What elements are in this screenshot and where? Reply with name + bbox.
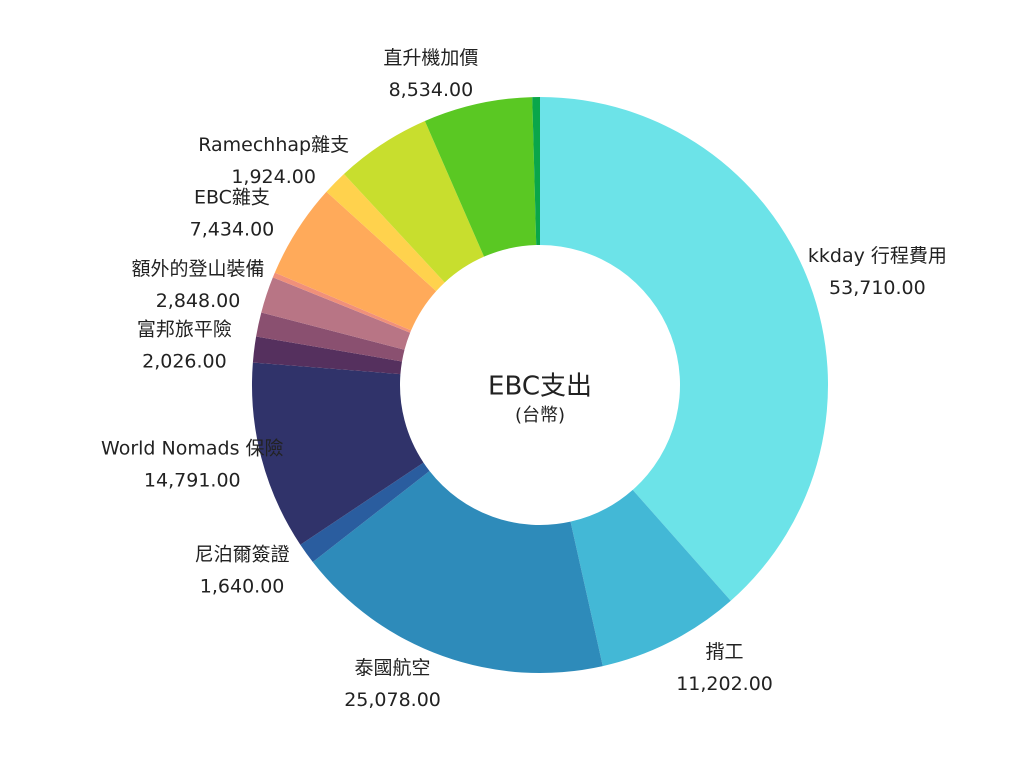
donut-slice — [343, 121, 485, 283]
slice-value-label: 1,924.00 — [231, 166, 316, 188]
slice-value-label: 1,640.00 — [200, 576, 285, 598]
donut-slice — [326, 174, 445, 292]
donut-slice — [540, 97, 829, 601]
slice-label: 額外的登山裝備 — [132, 258, 265, 280]
slice-value-label: 11,202.00 — [676, 673, 773, 695]
slice-label: kkday 行程費用 — [808, 245, 947, 267]
slice-label: 尼泊爾簽證 — [195, 544, 290, 566]
slice-value-label: 2,026.00 — [142, 350, 227, 372]
slice-value-label: 53,710.00 — [829, 277, 926, 299]
slice-label: World Nomads 保險 — [101, 438, 283, 460]
donut-slice — [274, 191, 437, 331]
slice-label: EBC雜支 — [194, 186, 270, 208]
slice-value-label: 8,534.00 — [389, 79, 474, 101]
slice-label: Ramechhap雜支 — [198, 134, 349, 156]
donut-slice — [424, 97, 537, 257]
slice-value-label: 2,848.00 — [156, 290, 241, 312]
slice-value-label: 25,078.00 — [344, 689, 441, 711]
slice-value-label: 7,434.00 — [190, 218, 275, 240]
slice-label: 富邦旅平險 — [137, 318, 232, 340]
donut-slice — [272, 272, 412, 333]
donut-slice — [252, 336, 402, 375]
slice-label: 揹工 — [706, 641, 744, 663]
donut-slice — [256, 312, 405, 362]
slice-value-label: 14,791.00 — [144, 470, 241, 492]
donut-slice — [300, 462, 430, 562]
chart-subtitle: (台幣) — [515, 405, 565, 426]
donut-slice — [312, 471, 603, 673]
donut-slice — [261, 277, 411, 350]
donut-slice — [570, 489, 731, 667]
donut-slice — [252, 362, 424, 545]
chart-title: EBC支出 — [488, 372, 592, 402]
slice-label: 泰國航空 — [355, 657, 431, 679]
slice-label: 直升機加價 — [383, 47, 478, 69]
donut-slice — [532, 97, 540, 246]
